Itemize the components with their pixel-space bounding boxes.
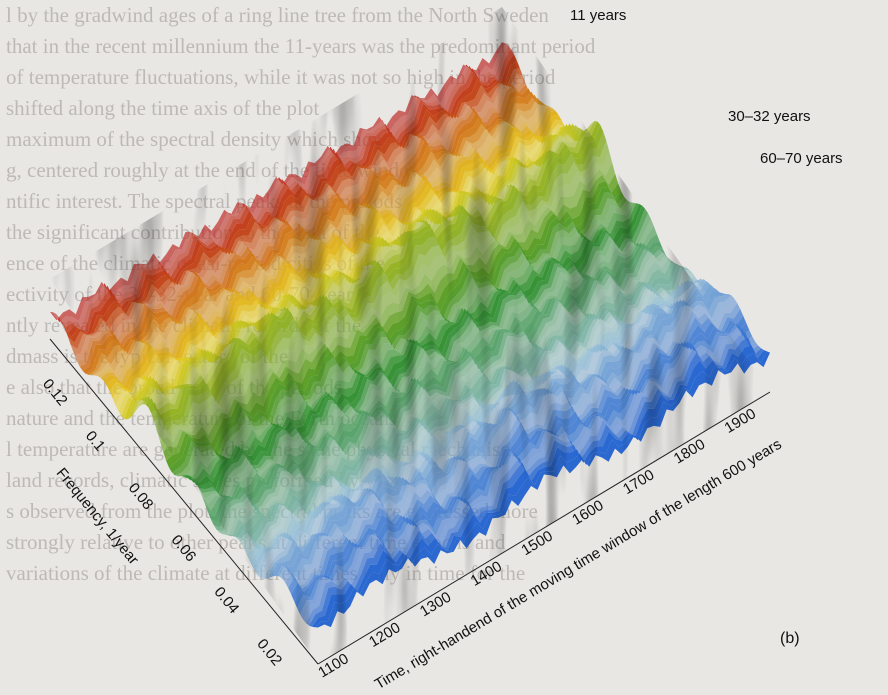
chart-frame (49, 338, 771, 665)
surface-texture (50, 7, 770, 664)
y-tick-label: 0.08 (125, 480, 157, 513)
y-axis-label: Frequency, 1/year (53, 465, 142, 568)
frequency-axis-line (49, 338, 319, 665)
y-tick-label: 0.06 (168, 532, 200, 565)
y-tick-label: 0.1 (82, 428, 108, 455)
period-annotation: 30–32 years (728, 108, 811, 125)
time-axis-line (317, 391, 771, 665)
background-text-line: l by the gradwind ages of a ring line tr… (6, 3, 549, 27)
y-tick-label: 0.04 (211, 584, 243, 617)
period-annotation: 11 years (570, 7, 626, 24)
y-tick-label: 0.12 (39, 376, 71, 409)
period-annotations: 11 years 30–32 years 60–70 years (570, 7, 843, 167)
period-annotation: 60–70 years (760, 150, 843, 167)
panel-label: (b) (780, 630, 800, 647)
y-tick-label: 0.02 (253, 636, 285, 669)
background-text-line: shifted along the time axis of the plot (6, 96, 320, 120)
surface-plot (50, 7, 770, 664)
